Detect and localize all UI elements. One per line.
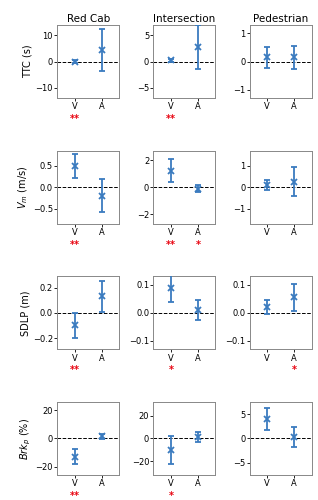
Text: **: ** xyxy=(70,491,80,500)
Y-axis label: TTC (s): TTC (s) xyxy=(23,44,33,78)
Title: Red Cab: Red Cab xyxy=(67,14,110,24)
Text: *: * xyxy=(169,366,173,376)
Text: **: ** xyxy=(70,240,80,250)
Text: **: ** xyxy=(70,366,80,376)
Text: **: ** xyxy=(70,114,80,124)
Y-axis label: $Brk_p$ (%): $Brk_p$ (%) xyxy=(18,418,33,460)
Y-axis label: SDLP (m): SDLP (m) xyxy=(20,290,30,336)
Text: *: * xyxy=(169,491,173,500)
Y-axis label: $V_m$ (m/s): $V_m$ (m/s) xyxy=(17,166,30,209)
Text: **: ** xyxy=(166,240,176,250)
Text: **: ** xyxy=(166,114,176,124)
Title: Pedestrian: Pedestrian xyxy=(253,14,308,24)
Text: *: * xyxy=(292,366,297,376)
Text: *: * xyxy=(196,240,200,250)
Title: Intersection: Intersection xyxy=(153,14,216,24)
